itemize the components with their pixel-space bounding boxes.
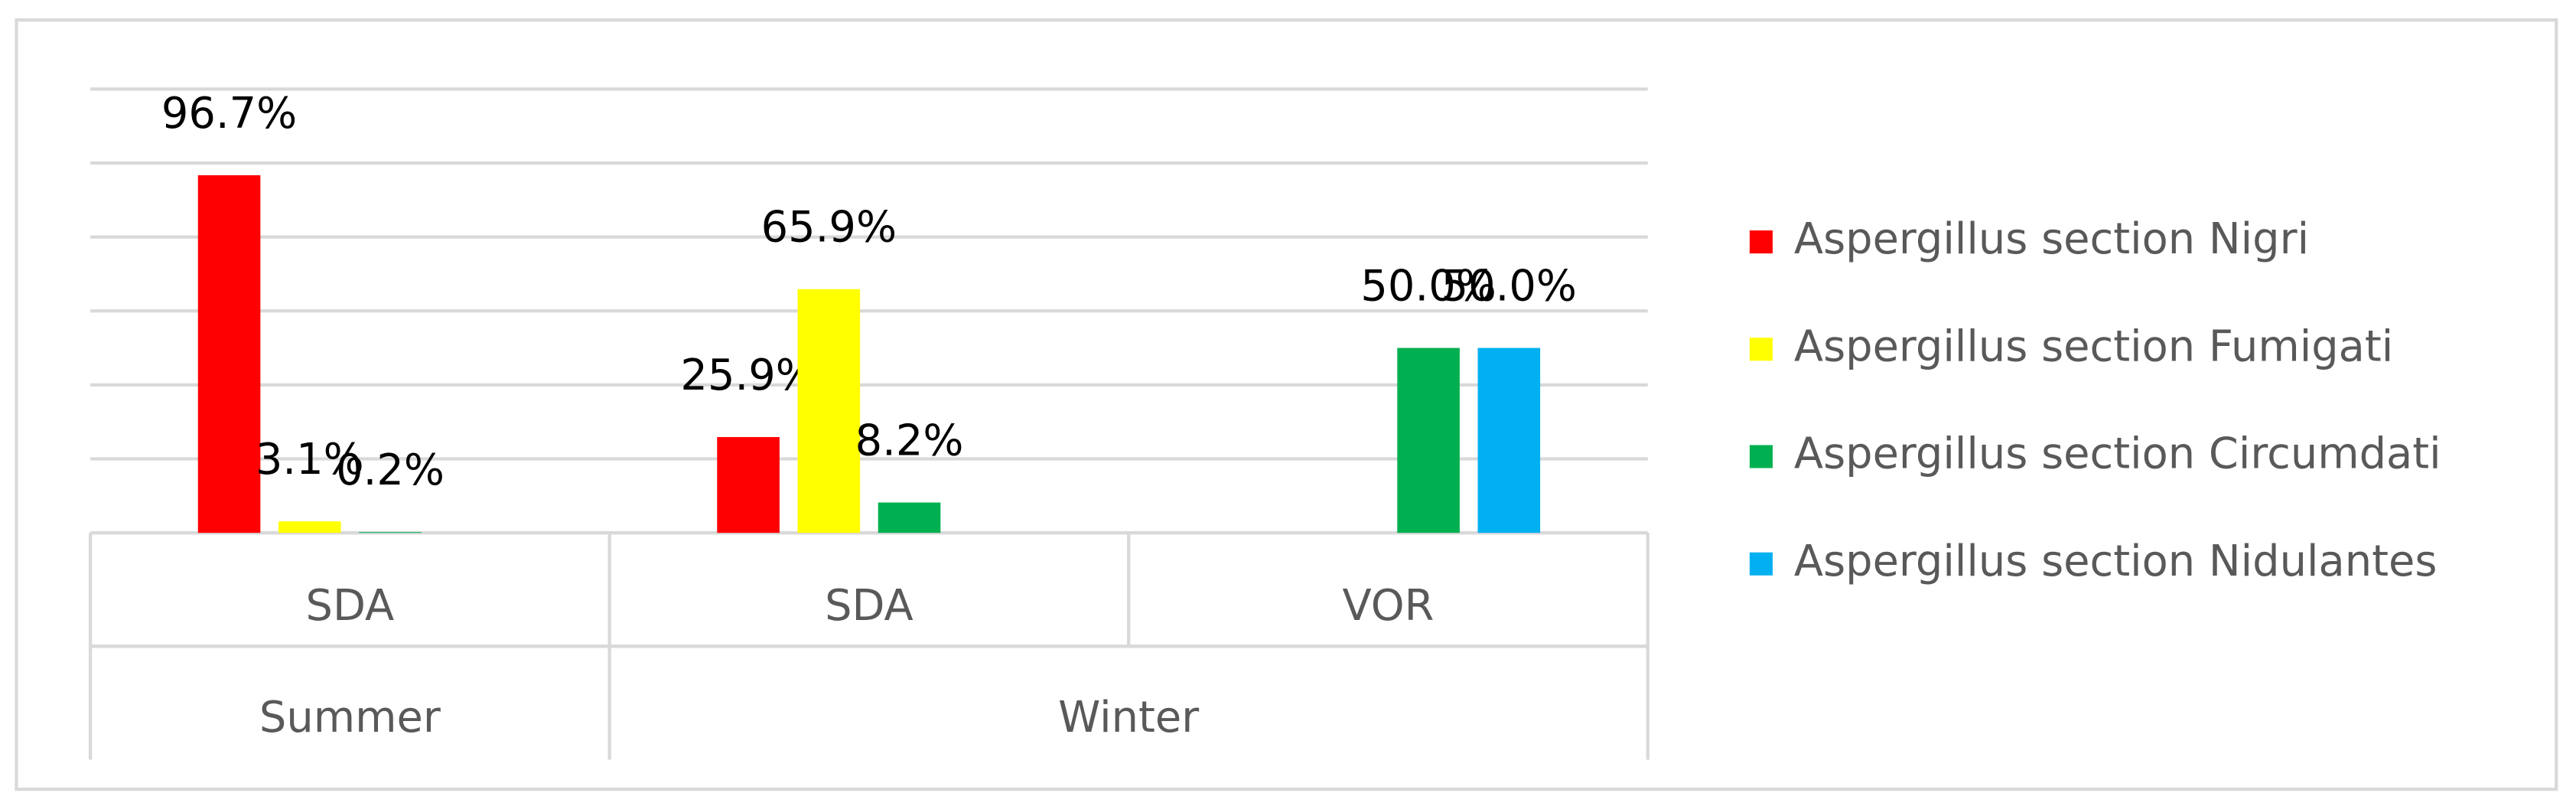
bar xyxy=(278,521,341,534)
x-tick-label: SDA xyxy=(306,581,395,631)
bar xyxy=(1397,348,1460,534)
legend-label: Aspergillus section Fumigati xyxy=(1794,321,2393,371)
data-label: 50.0% xyxy=(1360,261,1496,311)
data-label: 96.7% xyxy=(161,89,297,139)
legend-label: Aspergillus section Nidulantes xyxy=(1794,537,2438,586)
data-label: 25.9% xyxy=(680,351,816,400)
bar xyxy=(878,502,941,534)
bar xyxy=(359,532,422,534)
bar xyxy=(1477,348,1541,534)
data-label: 3.1% xyxy=(256,435,364,485)
group-label: Winter xyxy=(1058,693,1199,742)
legend-label: Aspergillus section Circumdati xyxy=(1794,429,2441,479)
bar xyxy=(197,175,261,534)
data-label: 8.2% xyxy=(855,416,964,465)
legend-swatch xyxy=(1749,338,1773,361)
legend-swatch xyxy=(1749,552,1773,576)
legend-swatch xyxy=(1749,445,1773,468)
bar xyxy=(797,289,861,534)
x-tick-label: VOR xyxy=(1343,581,1435,631)
data-label: 0.2% xyxy=(336,445,445,495)
chart-border xyxy=(15,18,2558,791)
group-label: Summer xyxy=(259,693,441,742)
data-label: 65.9% xyxy=(761,203,897,253)
data-label: 50.0% xyxy=(1441,261,1577,311)
x-tick-label: SDA xyxy=(825,581,913,631)
legend-swatch xyxy=(1749,230,1773,254)
bar xyxy=(717,437,780,534)
legend-label: Aspergillus section Nigri xyxy=(1794,214,2309,264)
